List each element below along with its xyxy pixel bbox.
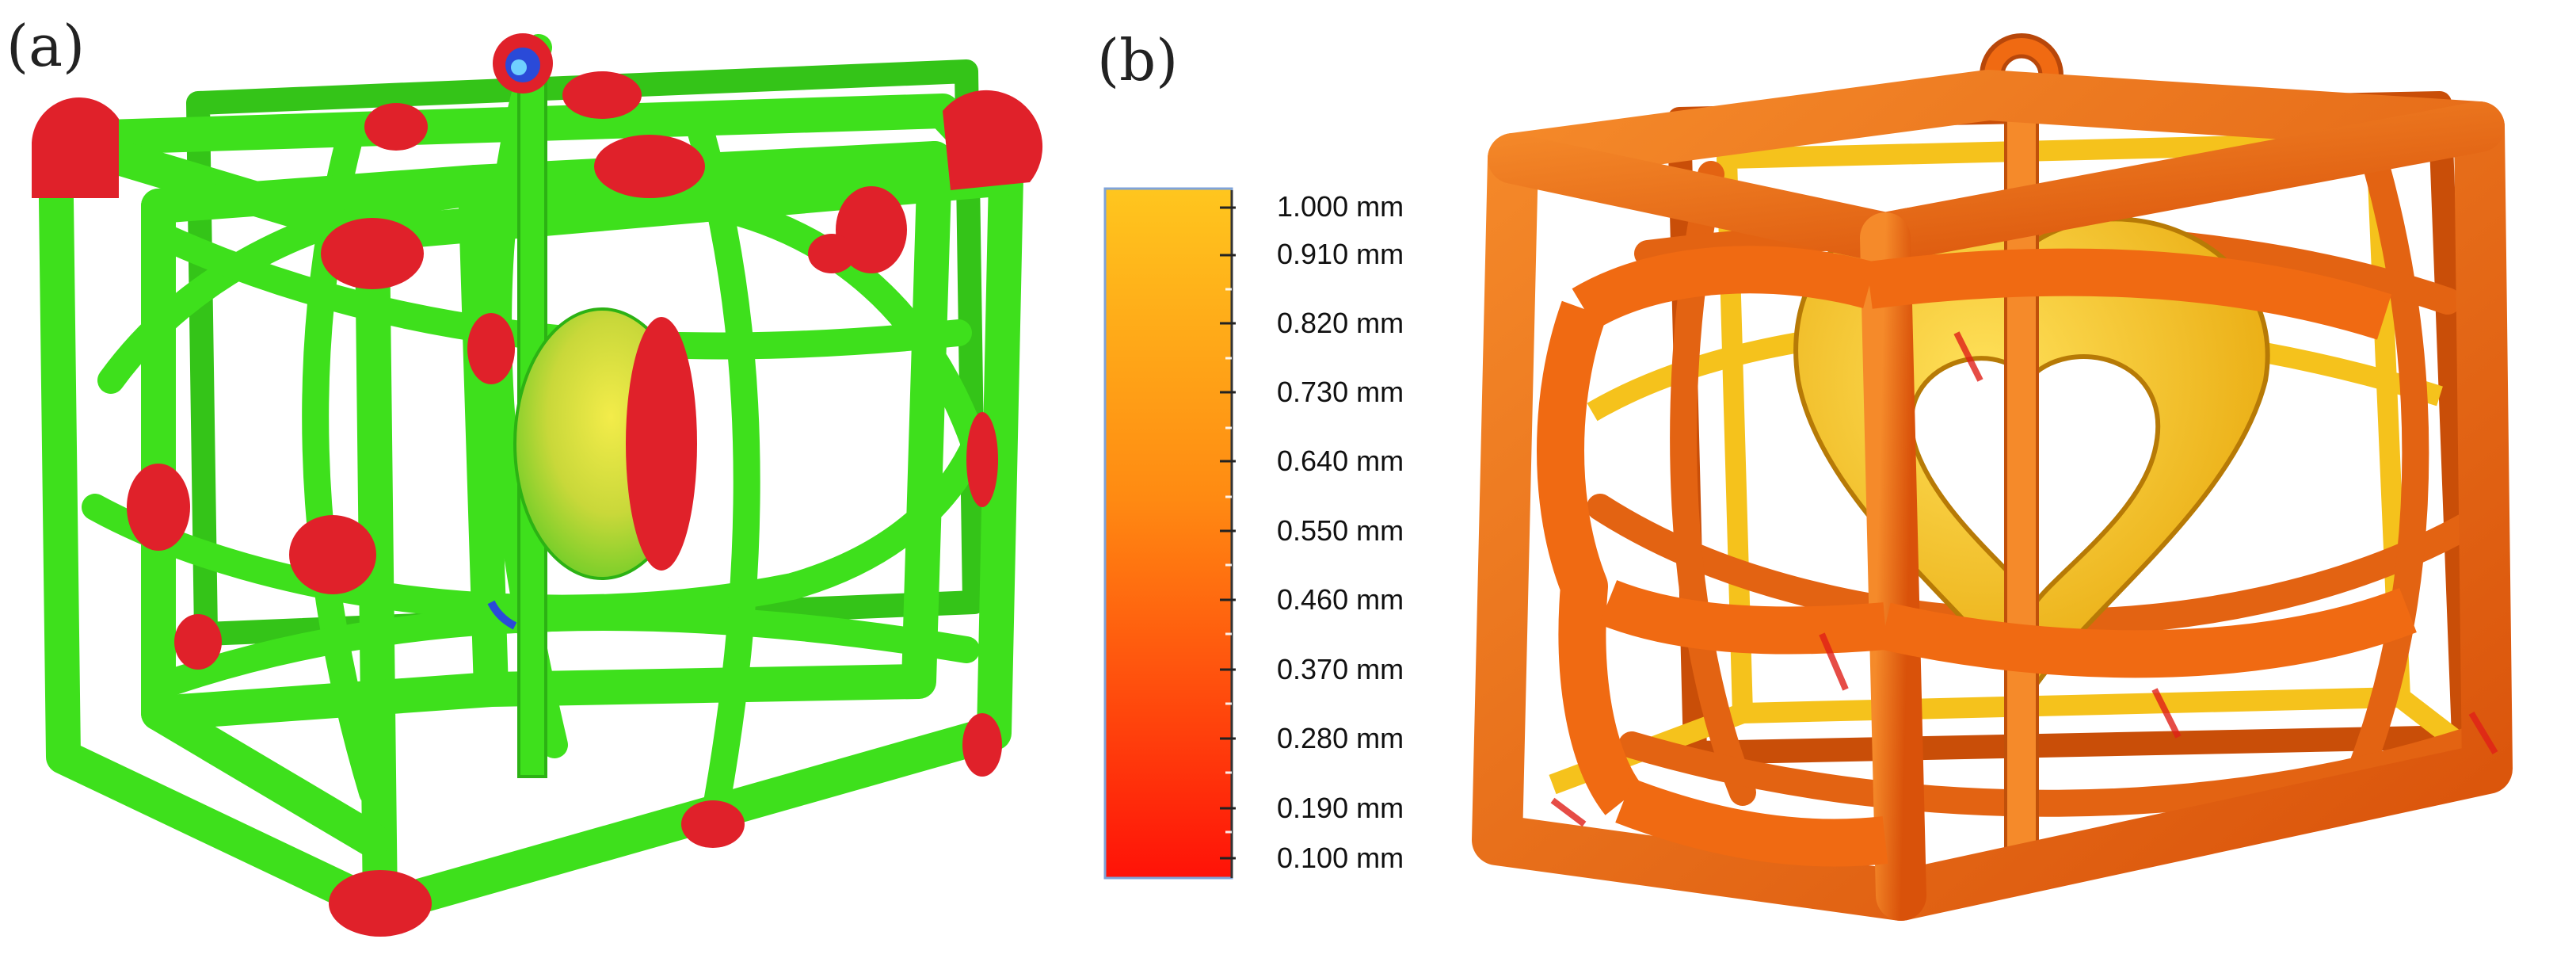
- scale-tick-label: 0.190 mm: [1277, 792, 1404, 824]
- panel-b-cage-model: [1472, 33, 2513, 921]
- color-scale-bar: [1103, 187, 1236, 880]
- panel-a-cage-model: [32, 33, 1043, 937]
- scale-tick-label: 0.640 mm: [1277, 445, 1404, 477]
- scale-tick-label: 0.730 mm: [1277, 376, 1404, 408]
- scale-tick-label: 1.000 mm: [1277, 190, 1404, 223]
- scale-tick-label: 0.550 mm: [1277, 514, 1404, 547]
- scale-tick-label: 0.280 mm: [1277, 722, 1404, 754]
- scale-tick-label: 0.460 mm: [1277, 583, 1404, 616]
- scale-tick-label: 0.370 mm: [1277, 653, 1404, 685]
- scale-tick-label: 0.910 mm: [1277, 238, 1404, 270]
- scale-tick-label: 0.820 mm: [1277, 307, 1404, 339]
- scale-tick-label: 0.100 mm: [1277, 842, 1404, 874]
- panel-label-b: (b): [1097, 27, 1179, 94]
- panel-label-a: (a): [6, 13, 86, 79]
